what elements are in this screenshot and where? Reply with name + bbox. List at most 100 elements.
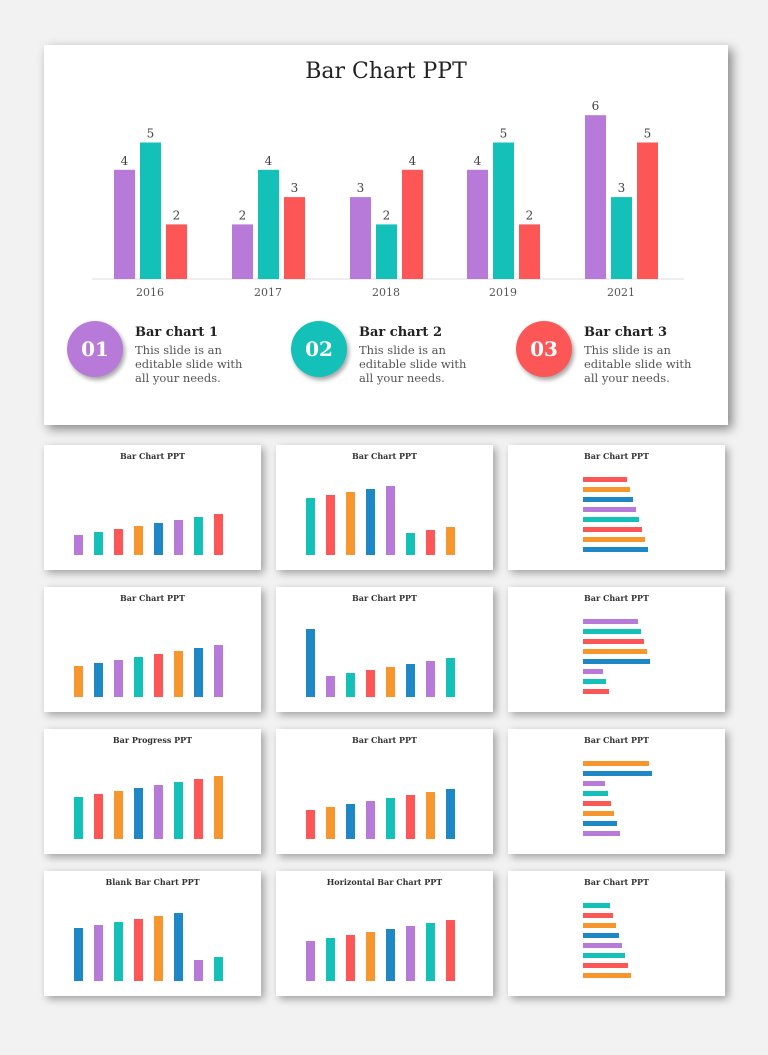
thumbnail-bar — [214, 776, 223, 839]
thumbnail-bar — [583, 811, 614, 816]
bar — [402, 169, 423, 279]
thumbnail-graphic — [583, 619, 650, 694]
bar — [232, 224, 253, 279]
card-text: This slide is an editable slide with all… — [135, 343, 243, 385]
thumbnail-bar — [366, 801, 375, 839]
thumbnail-bar — [94, 794, 103, 839]
thumbnail-title: Bar Chart PPT — [584, 593, 649, 603]
number-badge: 02 — [291, 321, 347, 377]
slide-thumbnail[interactable]: Bar Progress PPT — [44, 729, 261, 854]
bar — [284, 197, 305, 279]
thumbnail-bar — [446, 920, 455, 981]
bar — [467, 169, 488, 279]
card-3: 03 Bar chart 3 This slide is an editable … — [516, 321, 704, 385]
thumbnail-title: Bar Chart PPT — [584, 451, 649, 461]
slide-thumbnail[interactable]: Bar Chart PPT — [508, 445, 725, 570]
thumbnail-graphic — [306, 920, 455, 981]
thumbnail-bar — [94, 925, 103, 981]
thumbnail-graphic — [583, 477, 648, 552]
thumbnail-title: Bar Chart PPT — [120, 451, 185, 461]
thumbnail-bar — [583, 801, 611, 806]
main-slide: Bar Chart PPT 4 5 2 2016 2 4 3 2017 3 2 4 2018 4 5 2 20… — [44, 45, 728, 425]
thumbnail-bar — [583, 619, 638, 624]
thumbnail-bar — [583, 547, 648, 552]
thumbnail-bar — [194, 779, 203, 839]
slide-thumbnail[interactable]: Bar Chart PPT — [276, 729, 493, 854]
thumbnail-bar — [386, 798, 395, 839]
slide-thumbnail[interactable]: Bar Chart PPT — [44, 445, 261, 570]
thumbnail-bar — [426, 792, 435, 839]
thumbnail-bar — [306, 810, 315, 839]
thumbnail-bar — [74, 535, 83, 555]
thumbnail-title: Horizontal Bar Chart PPT — [326, 877, 443, 887]
thumbnail-bar — [154, 523, 163, 555]
thumbnail-bar — [366, 932, 375, 981]
thumbnail-title: Bar Chart PPT — [352, 735, 417, 745]
data-label: 3 — [357, 181, 365, 195]
data-label: 5 — [644, 127, 652, 141]
thumbnail-bar — [583, 821, 617, 826]
thumbnail-bar — [583, 761, 649, 766]
slide-thumbnail[interactable]: Bar Chart PPT — [508, 587, 725, 712]
data-label: 5 — [500, 127, 508, 141]
thumbnail-bar — [406, 795, 415, 839]
thumbnail-bar — [583, 913, 613, 918]
thumbnail-title: Bar Chart PPT — [584, 735, 649, 745]
card-2: 02 Bar chart 2 This slide is an editable … — [291, 321, 479, 385]
card-heading: Bar chart 1 — [135, 325, 219, 340]
thumbnail-bar — [583, 963, 628, 968]
thumbnail-bar — [306, 629, 315, 697]
thumbnail-bar — [583, 477, 627, 482]
thumbnail-title: Bar Progress PPT — [112, 735, 193, 745]
slide-thumbnail[interactable]: Blank Bar Chart PPT — [44, 871, 261, 996]
thumbnail-bar — [214, 645, 223, 697]
thumbnail-bar — [194, 960, 203, 981]
data-label: 4 — [409, 154, 417, 168]
thumbnail-title: Bar Chart PPT — [352, 451, 417, 461]
thumbnail-bar — [406, 664, 415, 697]
thumbnail-bar — [174, 782, 183, 839]
thumbnail-bar — [583, 781, 605, 786]
data-label: 2 — [173, 208, 181, 222]
thumbnail-bar — [583, 903, 610, 908]
thumbnail-bar — [114, 529, 123, 555]
thumbnail-bar — [583, 537, 645, 542]
thumbnail-bar — [326, 495, 335, 555]
thumbnail-graphic — [74, 645, 223, 697]
thumbnail-graphic — [306, 486, 455, 555]
bar — [519, 224, 540, 279]
slide-thumbnail[interactable]: Bar Chart PPT — [44, 587, 261, 712]
data-label: 2 — [239, 208, 247, 222]
thumbnail-bar — [446, 527, 455, 555]
data-label: 4 — [121, 154, 129, 168]
data-label: 4 — [265, 154, 273, 168]
x-tick-label: 2017 — [254, 286, 282, 299]
thumbnail-bar — [154, 785, 163, 839]
bar — [611, 197, 632, 279]
thumbnail-bar — [583, 689, 609, 694]
data-label: 3 — [618, 181, 626, 195]
thumbnail-bar — [583, 487, 630, 492]
slide-thumbnail[interactable]: Bar Chart PPT — [276, 587, 493, 712]
slide-thumbnail[interactable]: Bar Chart PPT — [276, 445, 493, 570]
thumbnail-bar — [446, 658, 455, 697]
thumbnail-bar — [214, 514, 223, 555]
thumbnail-bar — [583, 953, 625, 958]
thumbnail-bar — [74, 797, 83, 839]
bar — [350, 197, 371, 279]
thumbnail-bar — [114, 660, 123, 697]
thumbnail-bar — [583, 507, 636, 512]
number-badge: 01 — [67, 321, 123, 377]
thumbnail-bar — [406, 533, 415, 555]
card-heading: Bar chart 3 — [584, 325, 668, 340]
thumbnail-bar — [426, 661, 435, 697]
slide-thumbnail[interactable]: Horizontal Bar Chart PPT — [276, 871, 493, 996]
thumbnail-bar — [426, 530, 435, 555]
thumbnail-bar — [346, 492, 355, 555]
thumbnail-title: Bar Chart PPT — [352, 593, 417, 603]
x-tick-label: 2016 — [136, 286, 164, 299]
slide-thumbnail[interactable]: Bar Chart PPT — [508, 729, 725, 854]
thumbnail-bar — [74, 666, 83, 697]
slide-thumbnail[interactable]: Bar Chart PPT — [508, 871, 725, 996]
thumbnail-bar — [583, 933, 619, 938]
